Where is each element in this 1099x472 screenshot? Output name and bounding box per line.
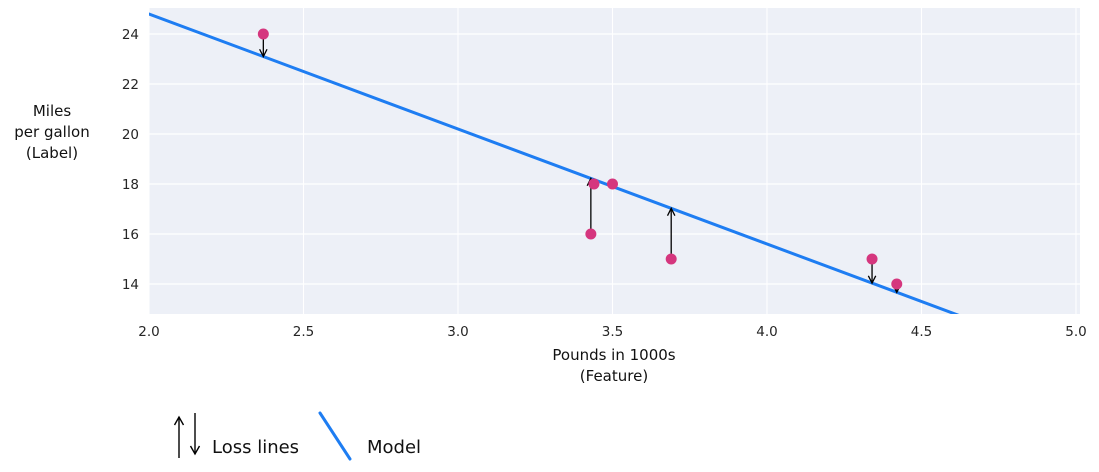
y-tick-label: 18 bbox=[122, 177, 139, 193]
legend-loss-label: Loss lines bbox=[212, 437, 300, 458]
x-tick-label: 2.0 bbox=[138, 324, 159, 340]
x-axis-title-line: (Feature) bbox=[579, 367, 649, 385]
data-point bbox=[606, 178, 618, 190]
data-point bbox=[665, 253, 677, 265]
y-tick-label: 22 bbox=[122, 77, 139, 93]
x-tick-label: 3.0 bbox=[447, 324, 468, 340]
y-axis-title-line: (Label) bbox=[25, 144, 79, 162]
data-point bbox=[257, 28, 269, 40]
x-tick-label: 4.5 bbox=[911, 324, 932, 340]
y-tick-label: 20 bbox=[122, 127, 139, 143]
y-tick-label: 24 bbox=[122, 27, 139, 43]
y-axis-title-line: per gallon bbox=[14, 123, 90, 141]
legend-model-line-icon bbox=[318, 411, 352, 461]
x-tick-label: 4.0 bbox=[756, 324, 777, 340]
y-tick-label: 14 bbox=[122, 277, 139, 293]
data-point bbox=[891, 278, 903, 290]
data-point bbox=[588, 178, 600, 190]
legend-model-label: Model bbox=[367, 437, 422, 458]
x-tick-label: 3.5 bbox=[602, 324, 623, 340]
x-axis-title: Pounds in 1000s (Feature) bbox=[464, 345, 764, 387]
scatter-plot: 2.0 2.5 3.0 3.5 4.0 4.5 5.0 14 16 18 20 22 24 bbox=[122, 8, 1087, 340]
legend bbox=[173, 411, 352, 461]
data-point bbox=[585, 228, 597, 240]
x-axis-title-line: Pounds in 1000s bbox=[552, 346, 676, 364]
x-tick-label: 2.5 bbox=[293, 324, 314, 340]
y-axis-title-line: Miles bbox=[32, 102, 72, 120]
y-axis-title: Miles per gallon (Label) bbox=[8, 101, 96, 164]
plot-background bbox=[149, 8, 1080, 314]
y-tick-label: 16 bbox=[122, 227, 139, 243]
x-tick-label: 5.0 bbox=[1065, 324, 1086, 340]
data-point bbox=[866, 253, 878, 265]
